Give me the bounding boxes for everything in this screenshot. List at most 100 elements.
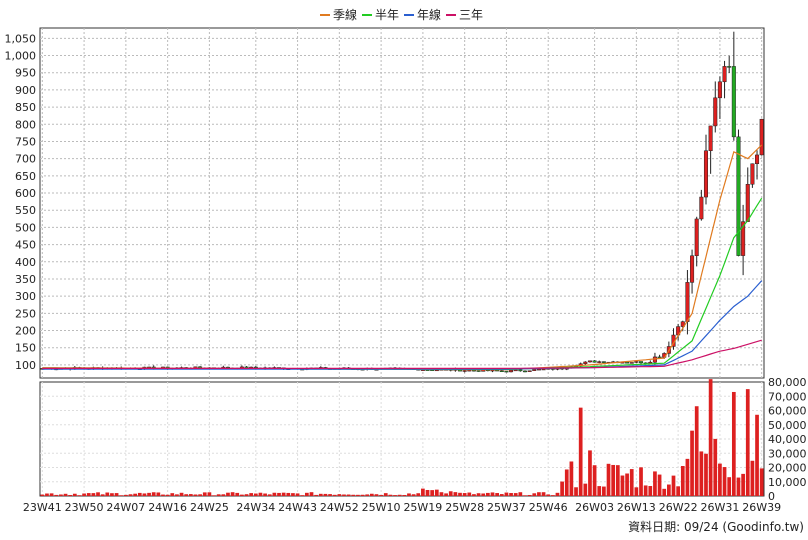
volume-bar bbox=[704, 453, 708, 496]
volume-bar bbox=[629, 469, 634, 496]
volume-tick-label: 60,000 bbox=[768, 405, 807, 418]
x-tick-label: 24W16 bbox=[148, 501, 187, 514]
volume-bar bbox=[564, 469, 569, 496]
volume-bar bbox=[119, 495, 124, 496]
volume-bar bbox=[588, 450, 592, 496]
candle-body bbox=[713, 97, 718, 127]
volume-bar bbox=[462, 493, 467, 496]
volume-bar bbox=[291, 493, 295, 496]
volume-bar bbox=[323, 493, 328, 496]
volume-bar bbox=[147, 492, 151, 496]
candle-body bbox=[731, 66, 736, 138]
candle-body bbox=[541, 368, 546, 371]
volume-bar bbox=[356, 494, 360, 496]
volume-bar bbox=[731, 391, 736, 496]
volume-bar bbox=[750, 460, 755, 496]
volume-bar bbox=[114, 493, 119, 496]
x-tick-label: 25W46 bbox=[529, 501, 568, 514]
candle-body bbox=[755, 154, 760, 164]
price-tick-label: 300 bbox=[15, 290, 36, 303]
candle-body bbox=[462, 370, 467, 372]
volume-tick-label: 50,000 bbox=[768, 419, 807, 432]
volume-bar bbox=[755, 414, 759, 496]
candle-body bbox=[536, 368, 541, 371]
price-tick-label: 850 bbox=[15, 101, 36, 114]
volume-bar bbox=[741, 473, 745, 496]
volume-bar bbox=[574, 487, 578, 496]
volume-tick-label: 0 bbox=[768, 490, 775, 503]
x-tick-label: 25W19 bbox=[403, 501, 442, 514]
x-tick-label: 24W34 bbox=[236, 501, 275, 514]
candle-body bbox=[680, 321, 685, 327]
volume-bar bbox=[662, 488, 667, 496]
candle-body bbox=[657, 356, 662, 359]
candle-body bbox=[601, 361, 606, 363]
legend: 季線 半年 年線 三年 bbox=[320, 7, 483, 22]
price-plot-area bbox=[39, 27, 765, 379]
volume-bar bbox=[263, 493, 267, 496]
volume-bar bbox=[690, 430, 694, 496]
volume-bar bbox=[54, 494, 59, 496]
price-tick-label: 350 bbox=[15, 273, 36, 286]
x-tick-label: 26W03 bbox=[575, 501, 614, 514]
volume-bar bbox=[578, 407, 583, 496]
volume-bar bbox=[198, 494, 202, 496]
x-tick-label: 24W25 bbox=[190, 501, 229, 514]
candle-body bbox=[699, 196, 704, 220]
volume-bar bbox=[267, 494, 272, 496]
price-tick-label: 700 bbox=[15, 153, 36, 166]
volume-bar bbox=[657, 474, 662, 496]
x-tick-label: 25W10 bbox=[362, 501, 401, 514]
volume-bar bbox=[40, 494, 45, 496]
volume-bar bbox=[45, 493, 49, 496]
volume-bar bbox=[555, 492, 560, 496]
volume-bar bbox=[342, 494, 346, 496]
volume-bar bbox=[133, 493, 137, 496]
volume-bar bbox=[332, 494, 337, 496]
candle-body bbox=[745, 184, 750, 222]
volume-bar bbox=[402, 494, 407, 496]
volume-tick-label: 40,000 bbox=[768, 433, 807, 446]
volume-bar bbox=[518, 492, 523, 496]
volume-bar bbox=[421, 488, 425, 496]
volume-bar bbox=[49, 493, 54, 496]
volume-tick-label: 10,000 bbox=[768, 476, 807, 489]
volume-bar bbox=[309, 492, 314, 496]
candle-body bbox=[703, 150, 709, 198]
candle-body bbox=[587, 360, 592, 363]
volume-bar bbox=[179, 492, 184, 496]
volume-bar bbox=[286, 492, 291, 496]
candle-body bbox=[736, 136, 741, 256]
volume-bar bbox=[365, 494, 370, 496]
volume-bar bbox=[156, 492, 161, 496]
candle-body bbox=[532, 369, 537, 371]
volume-bar bbox=[718, 463, 722, 496]
volume-bar bbox=[193, 494, 198, 496]
price-tick-label: 400 bbox=[15, 256, 36, 269]
volume-bar bbox=[476, 493, 481, 496]
x-tick-label: 26W13 bbox=[617, 501, 656, 514]
price-panel: 100 150 200 250 300 350 400 450 500 550 600 650 700 7… bbox=[5, 27, 765, 379]
volume-bar bbox=[602, 486, 606, 496]
volume-bar bbox=[653, 471, 657, 496]
volume-bar bbox=[509, 493, 513, 496]
volume-bar bbox=[634, 487, 639, 496]
volume-bar bbox=[337, 494, 342, 496]
candle-body bbox=[727, 66, 732, 68]
volume-bar bbox=[249, 493, 254, 496]
volume-bar bbox=[277, 492, 281, 496]
volume-bar bbox=[606, 463, 611, 496]
legend-label: 季線 bbox=[333, 7, 357, 22]
candle-body bbox=[750, 163, 755, 185]
volume-bar bbox=[481, 493, 486, 496]
data-date-footer: 資料日期: 09/24 (Goodinfo.tw) bbox=[628, 520, 804, 534]
volume-bar bbox=[513, 493, 518, 496]
volume-bar bbox=[100, 494, 105, 496]
candle-body bbox=[522, 370, 528, 373]
candle-body bbox=[708, 125, 713, 151]
volume-bar bbox=[499, 494, 504, 496]
x-tick-label: 24W07 bbox=[106, 501, 145, 514]
volume-bar bbox=[63, 493, 68, 496]
volume-bar bbox=[472, 494, 476, 496]
